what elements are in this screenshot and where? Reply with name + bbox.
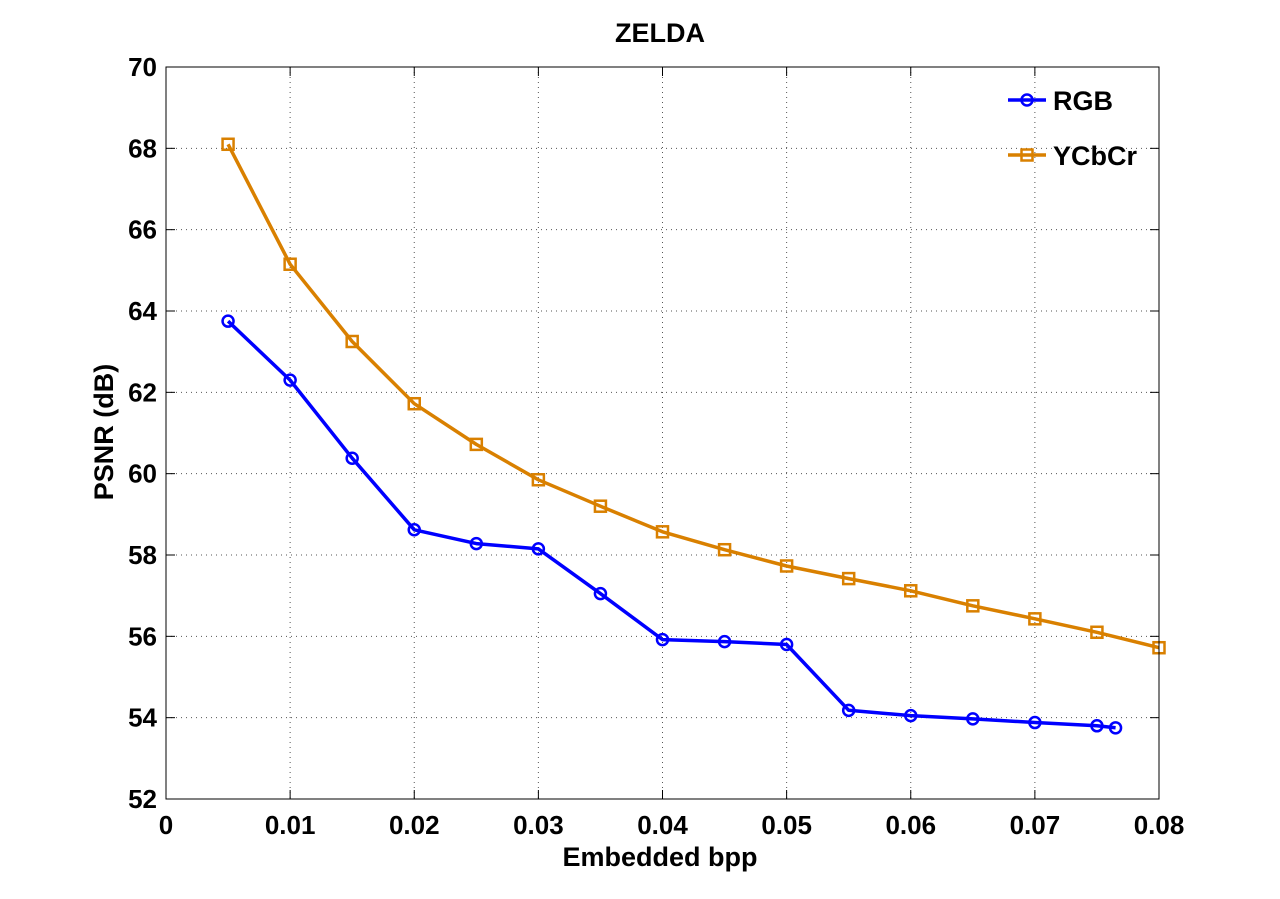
data-point-ycbcr: [1090, 625, 1104, 640]
data-point-rgb: [1108, 721, 1123, 735]
data-point-rgb: [221, 314, 235, 328]
y-tick-label: 64: [128, 296, 157, 326]
legend-label-rgb: RGB: [1053, 86, 1113, 116]
data-point-ycbcr: [345, 334, 359, 349]
x-tick-label: 0.02: [389, 810, 440, 840]
y-tick-label: 54: [128, 703, 157, 733]
y-tick-label: 70: [128, 52, 157, 82]
y-tick-label: 56: [128, 621, 157, 651]
x-tick-label: 0.03: [513, 810, 564, 840]
data-point-ycbcr: [841, 571, 856, 586]
legend-marker-rgb: [1020, 93, 1034, 107]
data-point-rgb: [283, 373, 297, 387]
data-point-rgb: [966, 712, 980, 726]
data-point-ycbcr: [283, 257, 297, 271]
data-point-rgb: [1090, 719, 1104, 733]
x-tick-label: 0.06: [885, 810, 936, 840]
x-tick-label: 0.05: [761, 810, 812, 840]
chart-title: ZELDA: [615, 18, 705, 48]
data-point-ycbcr: [407, 396, 421, 411]
y-tick-label: 66: [128, 215, 157, 245]
data-point-rgb: [717, 634, 732, 649]
data-point-rgb: [593, 586, 608, 601]
data-point-rgb: [469, 536, 484, 551]
legend-label-ycbcr: YCbCr: [1053, 141, 1137, 171]
axes-box: [165, 66, 1160, 800]
data-point-rgb: [345, 451, 359, 465]
x-tick-label: 0.07: [1010, 810, 1061, 840]
x-tick-label: 0.04: [637, 810, 688, 840]
legend: RGB YCbCr: [1008, 86, 1137, 171]
series-line-rgb: [226, 319, 1116, 730]
x-tick-label: 0.08: [1134, 810, 1185, 840]
data-point-rgb: [531, 542, 546, 556]
data-point-ycbcr: [469, 437, 484, 452]
data-point-ycbcr: [1028, 612, 1042, 626]
y-tick-label: 58: [128, 540, 157, 570]
data-point-rgb: [655, 632, 670, 647]
y-axis-label: PSNR (dB): [89, 364, 119, 501]
legend-marker-ycbcr: [1020, 148, 1034, 162]
data-point-ycbcr: [221, 137, 235, 152]
x-tick-label: 0: [159, 810, 173, 840]
legend-item-rgb: RGB: [1008, 86, 1113, 116]
y-tick-label: 52: [128, 784, 157, 814]
data-point-rgb: [1028, 715, 1042, 730]
x-axis-label: Embedded bpp: [563, 842, 758, 872]
data-point-ycbcr: [531, 473, 546, 487]
data-point-ycbcr: [717, 542, 732, 557]
data-point-ycbcr: [966, 599, 980, 613]
data-point-ycbcr: [593, 499, 608, 513]
data-point-rgb: [841, 703, 856, 718]
data-point-ycbcr: [655, 525, 670, 539]
plot-area: 0 0.01 0.02 0.03 0.04 0.05 0.06 0.07 0.08 52 54 56 5…: [128, 52, 1184, 840]
data-point-rgb: [904, 708, 918, 723]
y-tick-label: 60: [128, 459, 157, 489]
y-tick-label: 62: [128, 377, 157, 407]
data-point-rgb: [779, 637, 794, 652]
data-point-ycbcr: [779, 559, 794, 573]
series-line-ycbcr: [226, 143, 1160, 650]
data-point-ycbcr: [904, 584, 918, 598]
x-tick-label: 0.01: [265, 810, 316, 840]
data-point-rgb: [407, 523, 421, 537]
legend-item-ycbcr: YCbCr: [1008, 141, 1137, 171]
y-tick-label: 68: [128, 133, 157, 163]
